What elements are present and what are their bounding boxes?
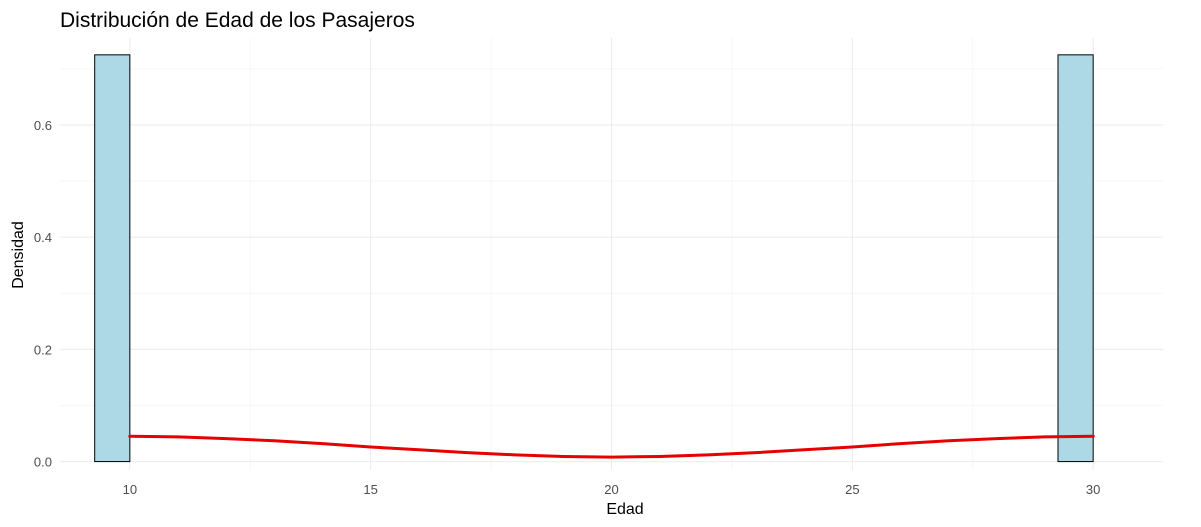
histogram-bar <box>94 54 131 463</box>
y-tick-label: 0.0 <box>34 455 52 470</box>
x-tick-label: 25 <box>845 482 859 497</box>
tick-labels: 10 15 20 25 30 0.0 0.2 0.4 0.6 <box>34 118 1100 497</box>
chart-title: Distribución de Edad de los Pasajeros <box>60 9 415 32</box>
histogram-bars <box>94 54 1094 463</box>
x-tick-label: 10 <box>123 482 137 497</box>
x-axis-label: Edad <box>606 501 643 518</box>
density-curve-layer <box>128 434 1095 459</box>
y-tick-label: 0.2 <box>34 342 52 357</box>
y-tick-label: 0.6 <box>34 118 52 133</box>
grid-lines <box>60 38 1163 470</box>
density-curve <box>128 434 1095 459</box>
x-tick-label: 30 <box>1086 482 1100 497</box>
x-tick-label: 15 <box>363 482 377 497</box>
y-tick-label: 0.4 <box>34 230 52 245</box>
histogram-bar <box>1057 54 1094 463</box>
y-axis-label: Densidad <box>10 221 27 289</box>
x-tick-label: 20 <box>604 482 618 497</box>
